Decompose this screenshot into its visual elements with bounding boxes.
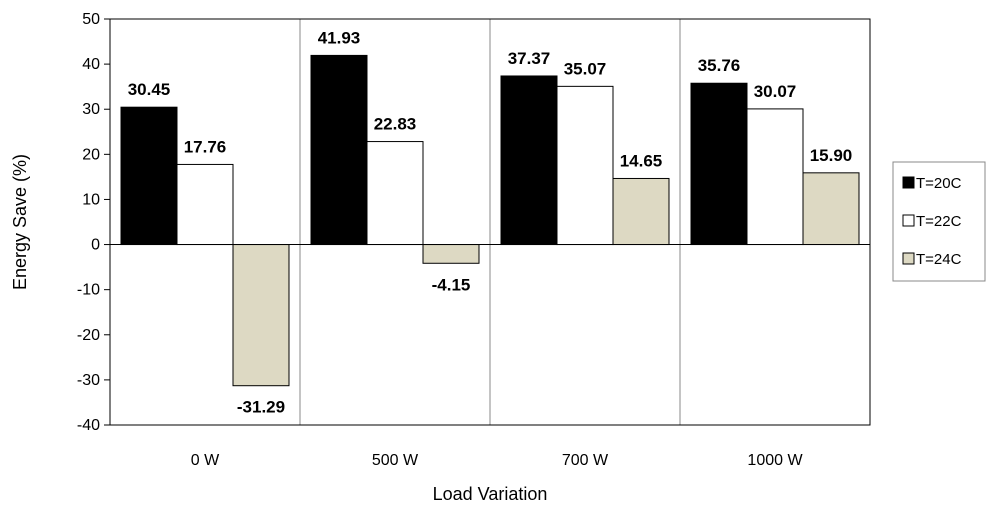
legend-swatch [902, 176, 915, 189]
y-tick-label: -40 [77, 417, 100, 434]
y-tick-label: 50 [82, 11, 100, 28]
y-tick-label: 0 [91, 237, 100, 254]
y-tick-label: 20 [82, 146, 100, 163]
y-tick-label: -20 [77, 327, 100, 344]
bar-t-20c-2 [500, 75, 558, 246]
x-tick-label: 0 W [191, 452, 220, 469]
data-label: 41.93 [318, 28, 361, 47]
bar-t-22c-2 [556, 85, 614, 246]
plot-frame [109, 18, 871, 426]
data-label: -31.29 [237, 398, 285, 417]
data-label: 15.90 [810, 146, 853, 165]
bar-t-20c-3 [690, 82, 748, 246]
y-tick-label: 10 [82, 191, 100, 208]
x-axis-title: Load Variation [433, 484, 548, 504]
bar-t-22c-1 [366, 141, 424, 246]
data-label: 37.37 [508, 49, 551, 68]
legend: T=20C T=22C T=24C [892, 161, 986, 282]
data-label: 30.45 [128, 80, 171, 99]
bar-t-20c-0 [120, 106, 178, 246]
data-label: 35.07 [564, 59, 607, 78]
bar-t-24c-1 [422, 244, 480, 264]
legend-label: T=20C [916, 175, 962, 192]
data-label: 35.76 [698, 56, 741, 75]
bar-t-24c-3 [802, 172, 860, 246]
x-tick-label: 1000 W [747, 452, 803, 469]
legend-swatch [902, 214, 915, 227]
bar-t-24c-2 [612, 177, 670, 246]
legend-swatch [902, 252, 915, 265]
y-tick-label: 40 [82, 56, 100, 73]
data-label: 30.07 [754, 82, 797, 101]
legend-label: T=22C [916, 213, 962, 230]
x-tick-label: 500 W [372, 452, 419, 469]
data-label: -4.15 [432, 275, 471, 294]
y-axis-title: Energy Save (%) [10, 154, 30, 290]
data-label: 17.76 [184, 137, 227, 156]
x-tick-label: 700 W [562, 452, 609, 469]
bar-t-20c-1 [310, 54, 368, 246]
plot-area: 50 40 30 20 10 0 -10 -20 -30 -40 0 W 500 W 700 W 1000… [77, 11, 871, 469]
y-tick-label: -10 [77, 282, 100, 299]
legend-label: T=24C [916, 251, 962, 268]
data-label: 22.83 [374, 115, 417, 134]
bar-t-24c-0 [232, 244, 290, 387]
bar-t-22c-3 [746, 108, 804, 246]
y-tick-label: 30 [82, 101, 100, 118]
y-tick-label: -30 [77, 372, 100, 389]
data-label: 14.65 [620, 151, 663, 170]
bar-t-22c-0 [176, 163, 234, 246]
